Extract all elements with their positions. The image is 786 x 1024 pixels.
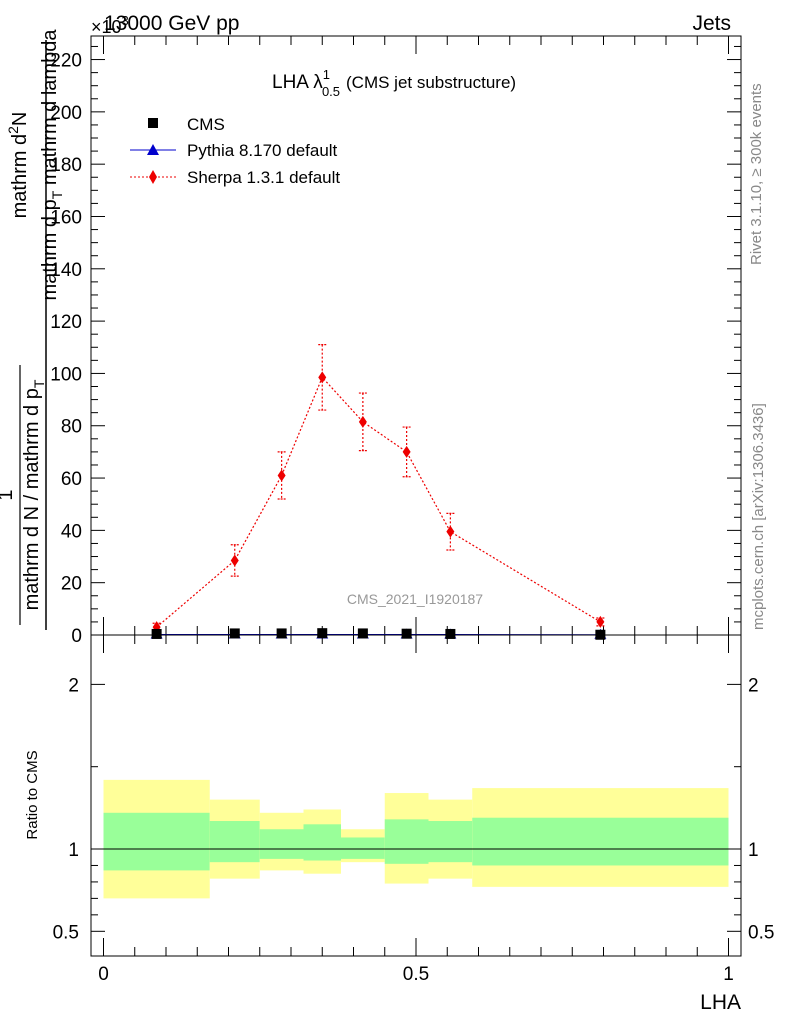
plot-title: LHA λ1 0.5 (CMS jet substructure) (272, 67, 516, 99)
y-tick-label: 0 (71, 626, 82, 647)
x-axis: 0 0.5 1 (98, 635, 734, 985)
x-tick-label: 0.5 (403, 964, 429, 985)
y-tick-label: 100 (50, 364, 82, 385)
legend-label-pythia: Pythia 8.170 default (187, 141, 338, 160)
collision-label: 13000 GeV pp (104, 12, 239, 35)
legend-marker-cms (148, 118, 158, 128)
y-tick-label: 80 (61, 417, 82, 438)
cms-data-point (229, 628, 240, 639)
y-axis: 0 20 40 60 80 100 120 140 160 180 200 220 (50, 45, 741, 647)
legend: CMS Pythia 8.170 default Sherpa 1.3.1 de… (130, 115, 340, 187)
analysis-watermark: CMS_2021_I1920187 (347, 591, 483, 607)
y-tick-label: 140 (50, 260, 82, 281)
y-tick-label: 200 (50, 103, 82, 124)
sherpa-marker (230, 554, 239, 567)
y-tick-label: 60 (61, 469, 82, 490)
y-axis-label: 1 mathrm d N / mathrm d pT mathrm d2N ma… (0, 29, 65, 630)
sherpa-marker (358, 415, 367, 428)
legend-label-cms: CMS (187, 115, 225, 134)
ratio-y-tick-label: 1 (68, 840, 79, 861)
y-tick-label: 160 (50, 207, 82, 228)
main-data-layer (150, 344, 607, 640)
ratio-y-tick-label-right: 2 (748, 675, 759, 696)
y-label-numerator-top: 1 (0, 489, 17, 500)
ratio-panel: 0.5 0.51 12 2 0 0.5 1 (53, 634, 775, 985)
ratio-band-inner (209, 821, 260, 863)
ratio-y-label: Ratio to CMS (24, 750, 41, 839)
y-label-numerator-bottom: mathrm d N / mathrm d pT (21, 379, 47, 610)
cms-data-point (357, 628, 368, 639)
ratio-y-tick-label: 0.5 (53, 922, 79, 943)
ratio-band-inner (103, 812, 210, 871)
y-label-denominator-bottom: mathrm d pT mathrm d lambda (39, 29, 65, 301)
ratio-band-inner (303, 824, 341, 861)
y-tick-label: 20 (61, 574, 82, 595)
sherpa-marker (402, 445, 411, 458)
legend-marker-pythia (147, 144, 159, 155)
legend-label-sherpa: Sherpa 1.3.1 default (187, 168, 340, 187)
y-tick-label: 120 (50, 312, 82, 333)
ratio-band-inner (428, 821, 473, 863)
cms-data-point (151, 628, 162, 639)
sherpa-line (156, 376, 601, 628)
sherpa-marker (318, 371, 327, 384)
ratio-y-tick-label-right: 1 (748, 840, 759, 861)
y-tick-label: 180 (50, 155, 82, 176)
cms-data-point (276, 628, 287, 639)
ratio-band-inner (259, 829, 304, 859)
cms-data-point (401, 628, 412, 639)
ratio-bands (103, 779, 729, 899)
rivet-info: Rivet 3.1.10, ≥ 300k events (748, 83, 765, 265)
ratio-band-inner (472, 817, 729, 866)
category-label: Jets (692, 12, 731, 35)
ratio-y-tick-label: 2 (68, 675, 79, 696)
ratio-band-inner (341, 837, 385, 859)
sherpa-marker (446, 525, 455, 538)
y-tick-label: 220 (50, 51, 82, 72)
legend-marker-sherpa (149, 170, 157, 184)
mcplots-info: mcplots.cern.ch [arXiv:1306.3436] (750, 403, 767, 630)
ratio-band-inner (384, 819, 429, 864)
x-axis-label: LHA (700, 991, 741, 1014)
sherpa-marker (277, 469, 286, 482)
x-tick-label: 1 (723, 964, 734, 985)
main-panel: 0 20 40 60 80 100 120 140 160 180 200 220 (50, 35, 742, 647)
axis-multiplier: ×103 (91, 13, 129, 37)
y-label-denominator-top: mathrm d2N (5, 112, 31, 219)
sherpa-marker (596, 615, 605, 628)
x-tick-label: 0 (98, 964, 109, 985)
cms-data-point (317, 628, 328, 639)
ratio-y-axis: 0.5 0.5 1 1 2 2 (53, 675, 775, 943)
cms-data-point (445, 628, 456, 639)
y-tick-label: 40 (61, 521, 82, 542)
ratio-y-tick-label-right: 0.5 (748, 922, 774, 943)
